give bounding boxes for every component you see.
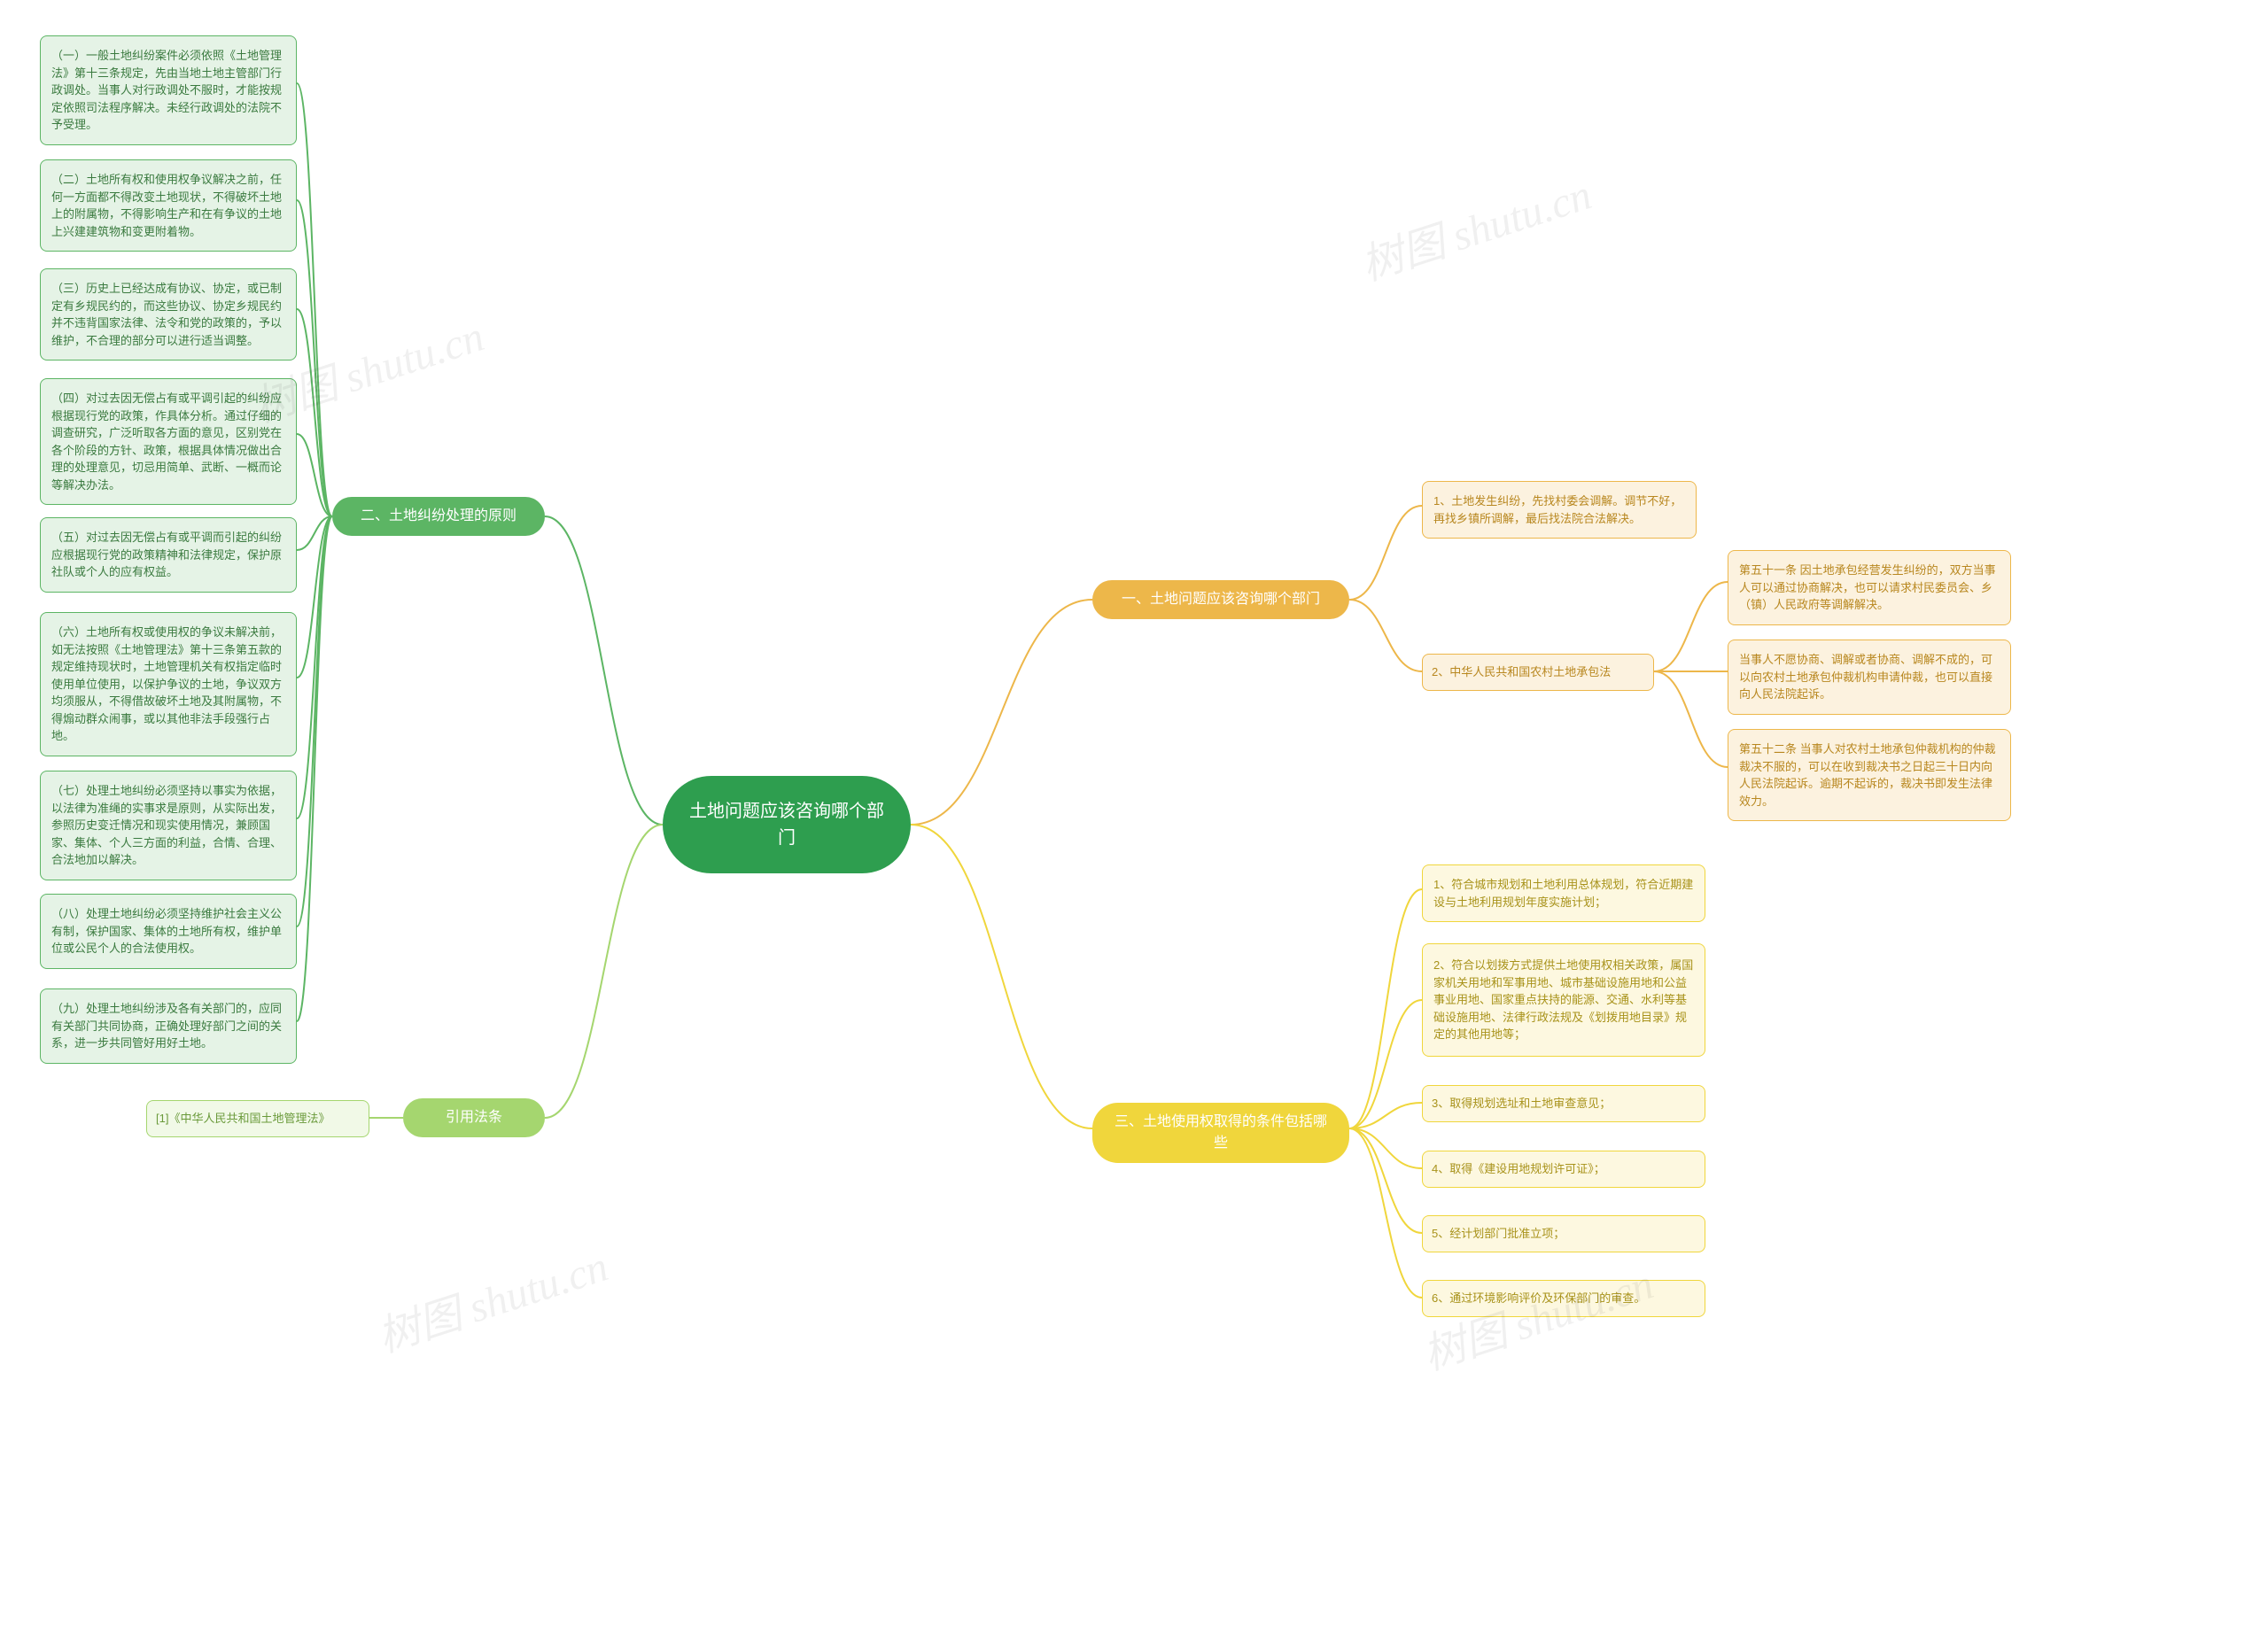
leaf-node: 1、土地发生纠纷，先找村委会调解。调节不好，再找乡镇所调解，最后找法院合法解决。 <box>1422 481 1697 539</box>
leaf-node: （七）处理土地纠纷必须坚持以事实为依据，以法律为准绳的实事求是原则，从实际出发，… <box>40 771 297 880</box>
leaf-node: （九）处理土地纠纷涉及各有关部门的，应同有关部门共同协商，正确处理好部门之间的关… <box>40 988 297 1064</box>
leaf-node: （六）土地所有权或使用权的争议未解决前，如无法按照《土地管理法》第十三条第五款的… <box>40 612 297 756</box>
leaf-node: 2、符合以划拨方式提供土地使用权相关政策，属国家机关用地和军事用地、城市基础设施… <box>1422 943 1705 1057</box>
watermark: 树图 shutu.cn <box>369 1231 615 1364</box>
leaf-node: （二）土地所有权和使用权争议解决之前，任何一方面都不得改变土地现状，不得破坏土地… <box>40 159 297 252</box>
branch-node: 一、土地问题应该咨询哪个部门 <box>1092 580 1349 619</box>
branch-node: 三、土地使用权取得的条件包括哪 些 <box>1092 1103 1349 1163</box>
leaf-node: 6、通过环境影响评价及环保部门的审查。 <box>1422 1280 1705 1317</box>
branch-node: 引用法条 <box>403 1098 545 1137</box>
leaf-node: （五）对过去因无偿占有或平调而引起的纠纷应根据现行党的政策精神和法律规定，保护原… <box>40 517 297 593</box>
leaf-node: 2、中华人民共和国农村土地承包法 <box>1422 654 1654 691</box>
leaf-node: 1、符合城市规划和土地利用总体规划，符合近期建设与土地利用规划年度实施计划； <box>1422 864 1705 922</box>
watermark: 树图 shutu.cn <box>1352 159 1598 292</box>
leaf-node: （八）处理土地纠纷必须坚持维护社会主义公有制，保护国家、集体的土地所有权，维护单… <box>40 894 297 969</box>
leaf-node: [1]《中华人民共和国土地管理法》 <box>146 1100 369 1137</box>
leaf-node: 4、取得《建设用地规划许可证》； <box>1422 1151 1705 1188</box>
leaf-node: （三）历史上已经达成有协议、协定，或已制定有乡规民约的，而这些协议、协定乡规民约… <box>40 268 297 360</box>
leaf-node: 第五十二条 当事人对农村土地承包仲裁机构的仲裁裁决不服的，可以在收到裁决书之日起… <box>1728 729 2011 821</box>
leaf-node: 3、取得规划选址和土地审查意见； <box>1422 1085 1705 1122</box>
leaf-node: 第五十一条 因土地承包经营发生纠纷的，双方当事人可以通过协商解决，也可以请求村民… <box>1728 550 2011 625</box>
center-node: 土地问题应该咨询哪个部 门 <box>663 776 911 873</box>
leaf-node: （一）一般土地纠纷案件必须依照《土地管理法》第十三条规定，先由当地土地主管部门行… <box>40 35 297 145</box>
leaf-node: 5、经计划部门批准立项； <box>1422 1215 1705 1252</box>
branch-node: 二、土地纠纷处理的原则 <box>332 497 545 536</box>
leaf-node: （四）对过去因无偿占有或平调引起的纠纷应根据现行党的政策，作具体分析。通过仔细的… <box>40 378 297 505</box>
leaf-node: 当事人不愿协商、调解或者协商、调解不成的，可以向农村土地承包仲裁机构申请仲裁，也… <box>1728 640 2011 715</box>
